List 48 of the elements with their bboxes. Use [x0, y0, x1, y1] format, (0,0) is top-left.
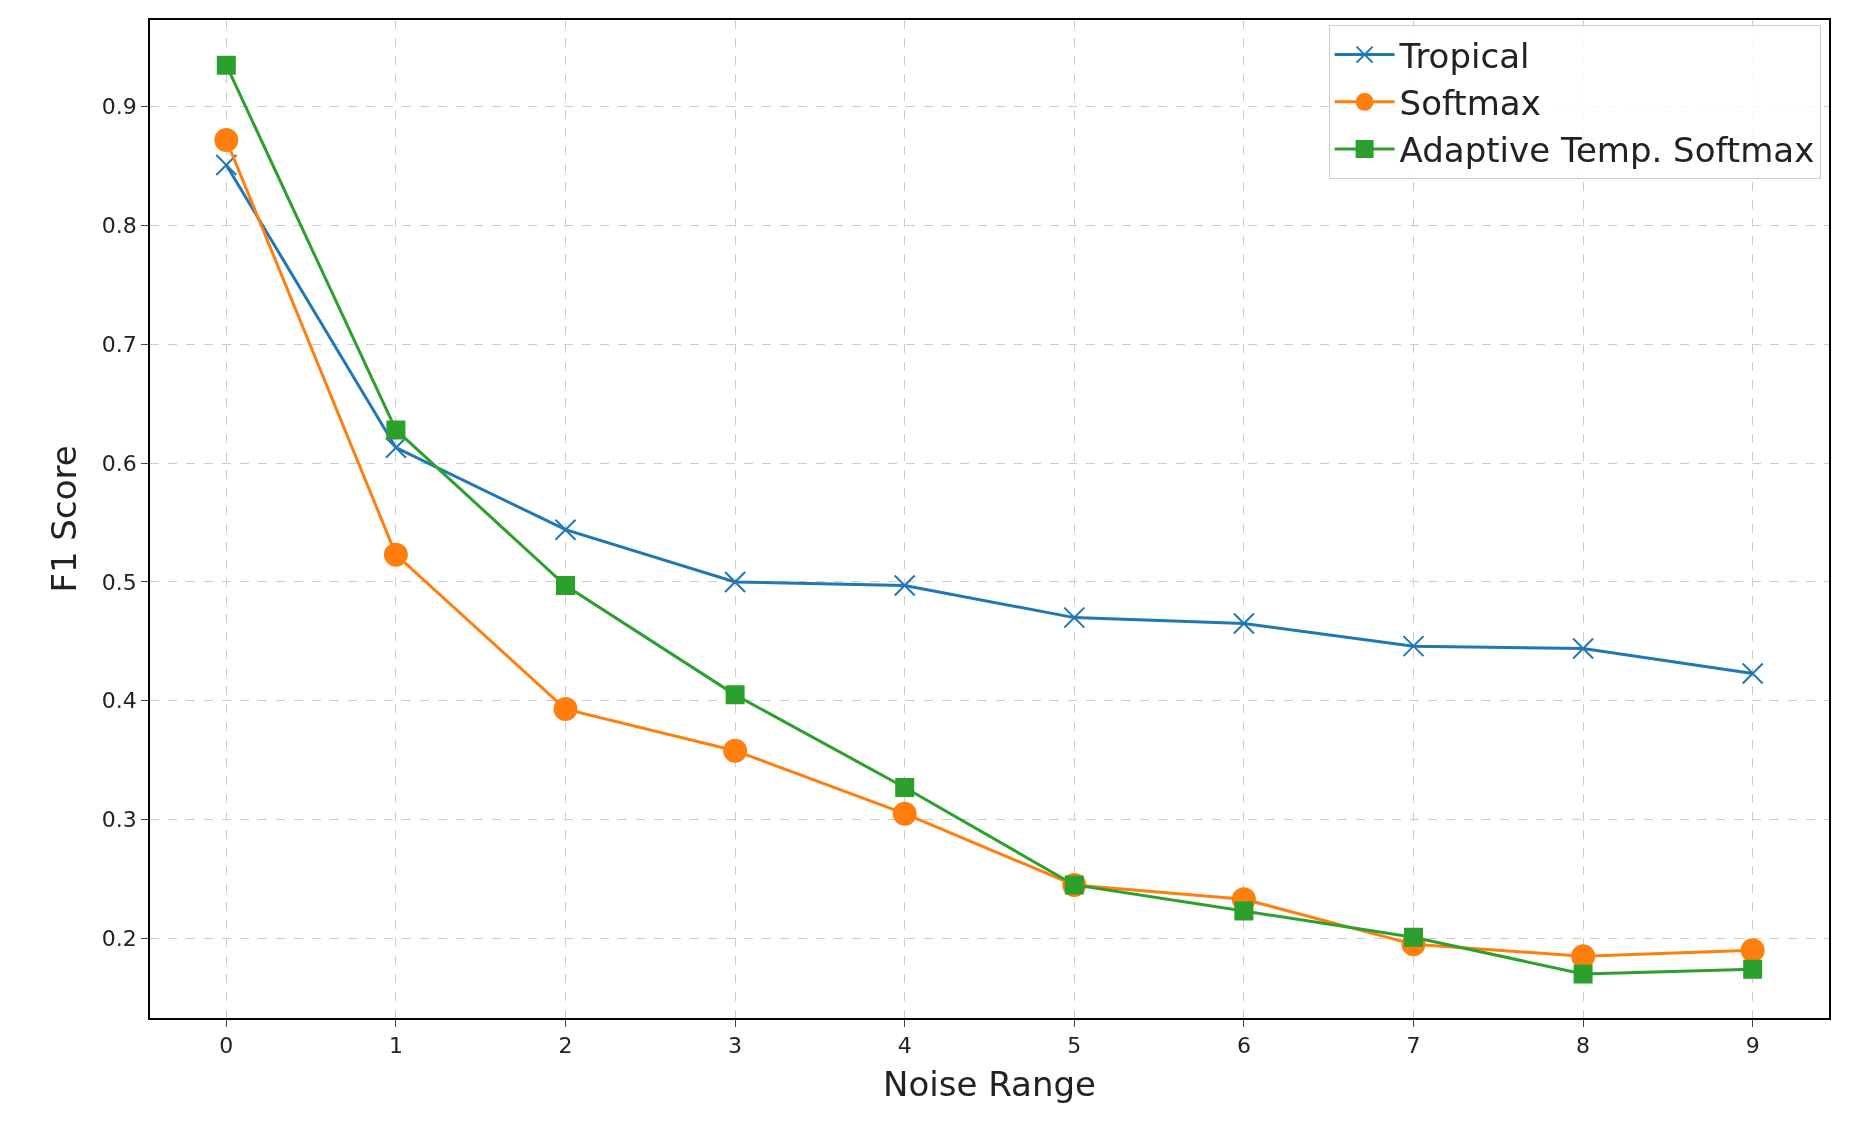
point — [895, 778, 915, 798]
point — [723, 738, 748, 763]
y-tick-label: 0.3 — [101, 807, 137, 833]
x-tick-label: 7 — [1406, 1033, 1421, 1059]
point — [553, 697, 578, 722]
point — [1572, 637, 1595, 660]
point — [892, 801, 917, 826]
x-tick-label: 9 — [1745, 1033, 1760, 1059]
y-axis-title: F1 Score — [43, 445, 84, 593]
point — [386, 420, 406, 440]
x-tick-label: 5 — [1067, 1033, 1082, 1059]
point — [1573, 964, 1593, 984]
legend-label: Softmax — [1399, 83, 1541, 124]
x-tick-label: 3 — [728, 1033, 743, 1059]
x-tick-label: 4 — [897, 1033, 912, 1059]
y-tick-label: 0.9 — [101, 94, 137, 120]
x-tick-label: 1 — [388, 1033, 403, 1059]
point — [893, 574, 916, 597]
x-tick-label: 2 — [558, 1033, 573, 1059]
point — [214, 128, 239, 152]
point — [216, 55, 236, 75]
point — [1740, 938, 1765, 963]
point — [554, 518, 577, 541]
y-tick-label: 0.2 — [101, 926, 137, 952]
point — [556, 576, 576, 596]
point — [1743, 959, 1763, 979]
y-tick-label: 0.5 — [101, 569, 137, 595]
x-axis-title: Noise Range — [883, 1063, 1096, 1104]
point — [1403, 927, 1423, 947]
point — [1741, 662, 1764, 685]
point — [1063, 606, 1086, 629]
x-tick-label: 6 — [1236, 1033, 1251, 1059]
point — [383, 542, 408, 567]
point — [384, 436, 407, 459]
point — [724, 570, 747, 593]
legend-label: Tropical — [1398, 35, 1530, 76]
y-tick-label: 0.7 — [101, 332, 137, 358]
y-tick-label: 0.8 — [101, 213, 137, 239]
y-tick-label: 0.6 — [101, 450, 137, 476]
point — [1232, 612, 1255, 635]
legend-label: Adaptive Temp. Softmax — [1399, 130, 1815, 171]
point — [1234, 901, 1254, 921]
point — [1402, 635, 1425, 658]
x-tick-label: 0 — [219, 1033, 234, 1059]
point — [215, 153, 238, 176]
point — [725, 685, 745, 705]
y-tick-label: 0.4 — [101, 688, 137, 714]
x-tick-label: 8 — [1576, 1033, 1591, 1059]
